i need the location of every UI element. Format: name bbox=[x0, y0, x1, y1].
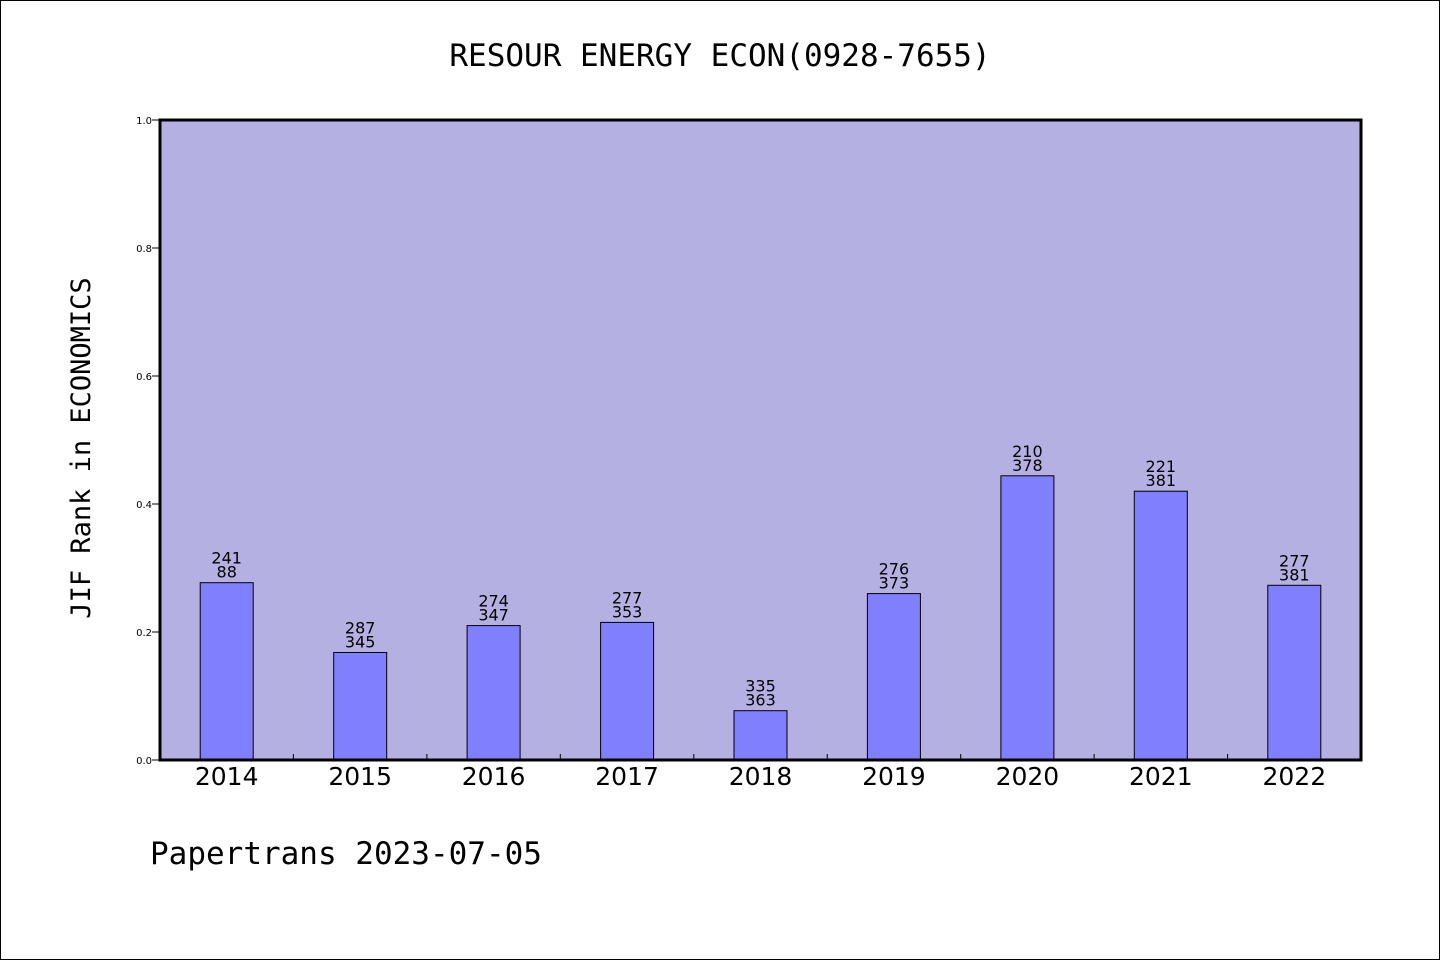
x-tick-label-2017: 2017 bbox=[595, 762, 659, 791]
bar-label-2018-total: 363 bbox=[745, 691, 776, 710]
x-tick-label-2021: 2021 bbox=[1129, 762, 1193, 791]
bar-label-2015-total: 345 bbox=[345, 633, 376, 652]
bar-label-2017-rank: 277 bbox=[612, 588, 643, 607]
bar-label-2020-rank: 210 bbox=[1012, 442, 1043, 461]
chart-title: RESOUR ENERGY ECON(0928-7655) bbox=[449, 38, 990, 74]
bar-label-2021-rank: 221 bbox=[1146, 457, 1177, 476]
y-tick-label: 0.2 bbox=[136, 628, 152, 639]
bar-label-2014-rank: 241 bbox=[211, 549, 242, 568]
bar-label-2021-total: 381 bbox=[1146, 471, 1177, 490]
y-tick-label: 0.8 bbox=[136, 244, 152, 255]
footer-watermark: Papertrans 2023-07-05 bbox=[150, 836, 542, 872]
bar-2016 bbox=[466, 625, 521, 761]
bar-2014 bbox=[199, 582, 254, 761]
x-tick-label-2020: 2020 bbox=[996, 762, 1060, 791]
bar-label-2019-rank: 276 bbox=[879, 560, 910, 579]
bar-label-2020-total: 378 bbox=[1012, 456, 1043, 475]
y-tick-label: 1.0 bbox=[136, 116, 152, 127]
bar-label-2016-rank: 274 bbox=[478, 592, 509, 611]
x-axis: 2014 2015 2016 2017 2018 2019 2020 2021 2022 bbox=[195, 754, 1326, 791]
bar-2021 bbox=[1133, 490, 1188, 761]
bar-label-2019-total: 373 bbox=[879, 574, 910, 593]
bar-label-2018-rank: 335 bbox=[745, 677, 776, 696]
bar-label-2016-total: 347 bbox=[478, 606, 509, 625]
plot-frame bbox=[158, 118, 1363, 762]
x-tick-label-2019: 2019 bbox=[862, 762, 926, 791]
y-tick-label: 0.0 bbox=[136, 756, 152, 767]
y-tick-label: 0.4 bbox=[136, 500, 152, 511]
bar-2018 bbox=[733, 710, 788, 761]
y-tick-label: 0.6 bbox=[136, 372, 152, 383]
bar-label-2022-rank: 277 bbox=[1279, 551, 1310, 570]
bar-label-2015-rank: 287 bbox=[345, 619, 376, 638]
bars-group bbox=[199, 475, 1322, 761]
x-tick-label-2018: 2018 bbox=[729, 762, 793, 791]
bar-labels-group: 2418828734527434727735333536327637321037… bbox=[211, 442, 1309, 710]
y-axis-title: JIF Rank in ECONOMICS bbox=[66, 277, 97, 618]
bar-2019 bbox=[866, 593, 921, 761]
bar-label-2014-total: 88 bbox=[217, 563, 237, 582]
bar-label-2017-total: 353 bbox=[612, 602, 643, 621]
x-tick-label-2016: 2016 bbox=[462, 762, 526, 791]
bar-2020 bbox=[1000, 475, 1055, 761]
x-tick-label-2014: 2014 bbox=[195, 762, 259, 791]
bar-2022 bbox=[1267, 584, 1322, 761]
x-tick-label-2022: 2022 bbox=[1262, 762, 1326, 791]
bar-2015 bbox=[333, 652, 388, 761]
x-tick-label-2015: 2015 bbox=[328, 762, 392, 791]
bar-label-2022-total: 381 bbox=[1279, 565, 1310, 584]
bar-2017 bbox=[600, 621, 655, 761]
